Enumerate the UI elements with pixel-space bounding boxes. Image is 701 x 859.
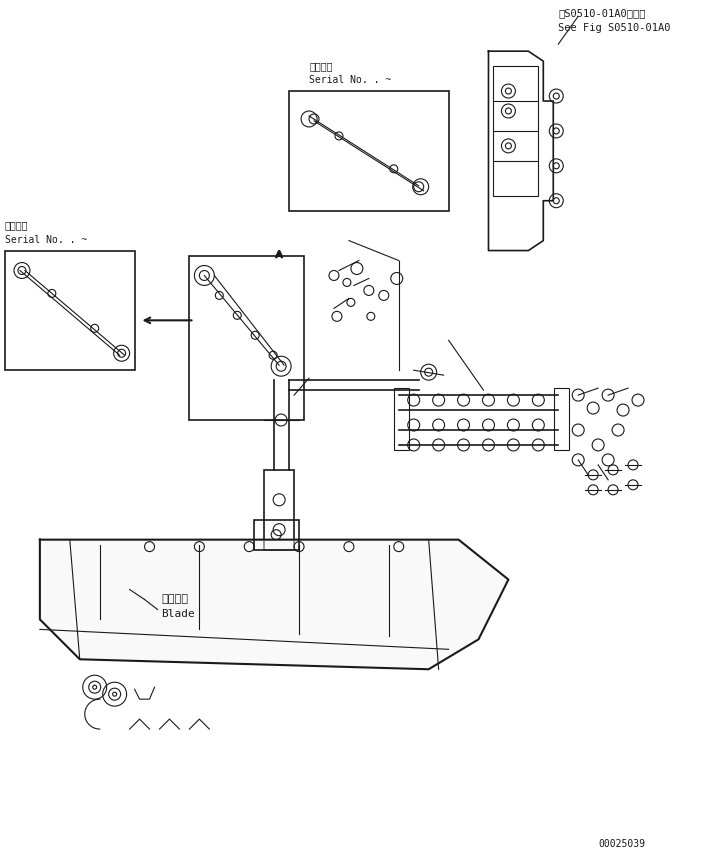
Text: ブレード: ブレード xyxy=(161,594,189,605)
Text: 適用号機: 適用号機 xyxy=(5,221,29,230)
Polygon shape xyxy=(40,539,508,669)
Text: See Fig S0510-01A0: See Fig S0510-01A0 xyxy=(558,23,671,34)
Bar xyxy=(189,255,304,420)
Text: Serial No. . ~: Serial No. . ~ xyxy=(5,235,87,245)
Bar xyxy=(254,520,299,550)
Bar xyxy=(554,388,569,450)
Text: Blade: Blade xyxy=(161,609,196,619)
Bar xyxy=(264,470,294,550)
Bar xyxy=(394,388,409,450)
Text: 00025039: 00025039 xyxy=(598,838,645,849)
Text: 適用号機: 適用号機 xyxy=(309,61,332,71)
Text: Serial No. . ~: Serial No. . ~ xyxy=(309,75,391,85)
Text: 第S0510-01A0図参照: 第S0510-01A0図参照 xyxy=(558,9,646,18)
Bar xyxy=(5,251,135,370)
Bar xyxy=(289,91,449,210)
Bar xyxy=(494,66,538,196)
